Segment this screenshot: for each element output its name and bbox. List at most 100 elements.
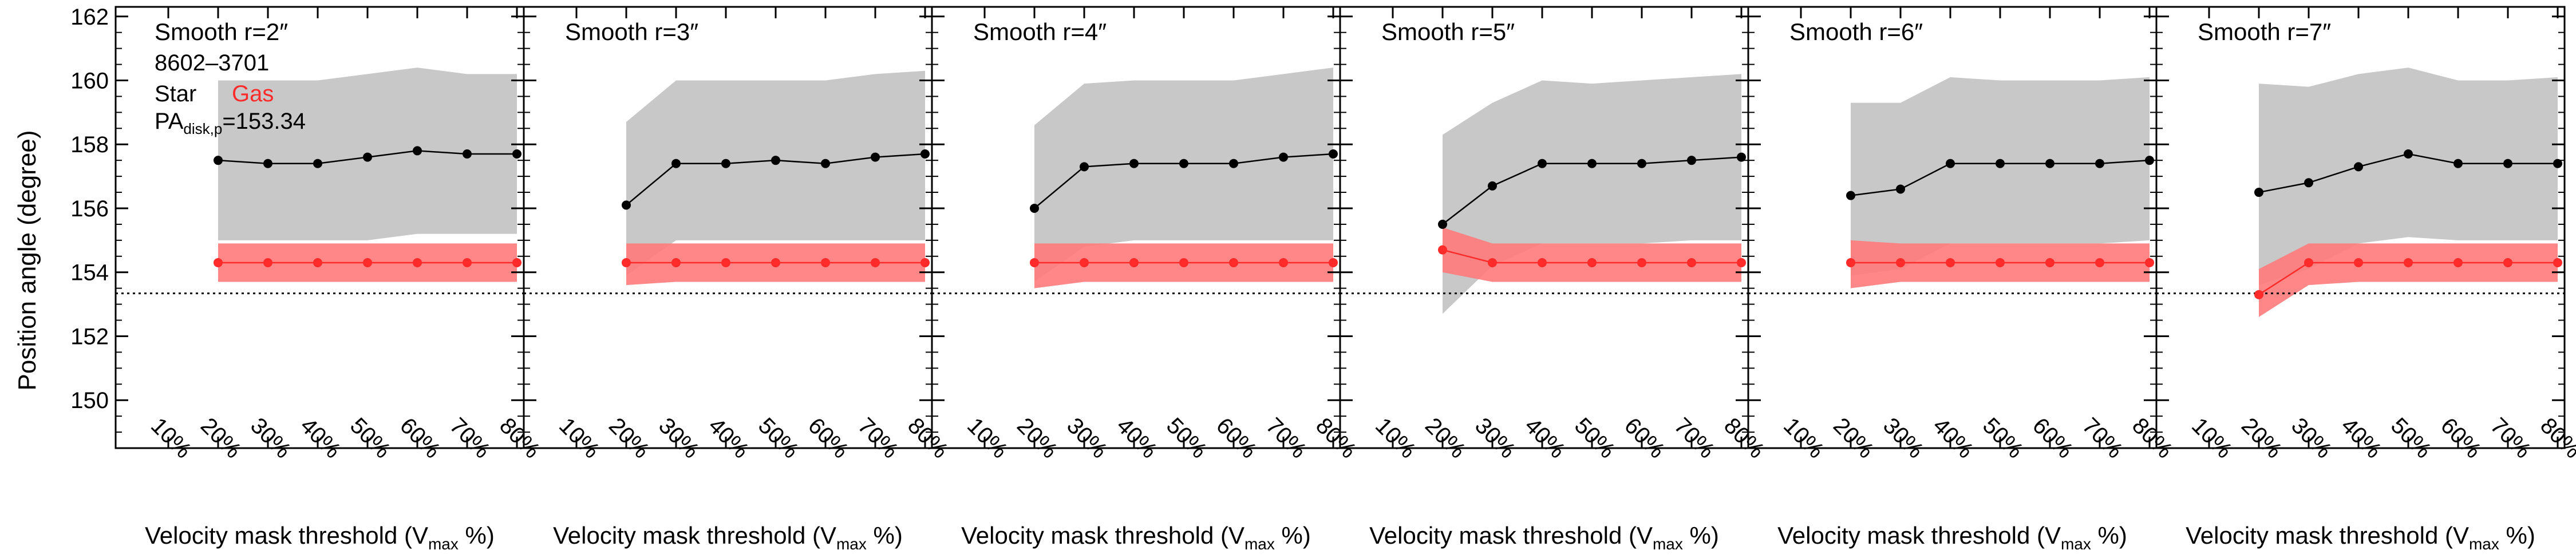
panel-2: 10% 20% 30% 40% 50% 60% 70% 80% Velocity mask th…: [523, 6, 953, 553]
x-tick-label: 20%: [1420, 413, 1471, 464]
point-gas: [1946, 258, 1955, 267]
point-gas: [214, 258, 223, 267]
band-star: [2259, 68, 2558, 286]
point-star: [512, 149, 521, 159]
panel-5: 10% 20% 30% 40% 50% 60% 70% 80% Velocity mask th…: [1747, 6, 2178, 553]
x-tick-label: 50%: [1161, 413, 1212, 464]
point-star: [2095, 159, 2104, 168]
x-tick-label: 80%: [903, 413, 953, 464]
x-axis-label: Velocity mask threshold (Vmax %): [145, 522, 495, 553]
y-tick-label: 162: [70, 5, 109, 30]
x-tick-label: 30%: [2286, 413, 2337, 464]
point-star: [2354, 162, 2363, 172]
point-gas: [1637, 258, 1646, 267]
x-tick-label: 50%: [753, 413, 804, 464]
x-tick-label: 50%: [345, 413, 396, 464]
point-gas: [1229, 258, 1238, 267]
x-tick-label: 60%: [2028, 413, 2078, 464]
x-tick-label: 50%: [1978, 413, 2028, 464]
band-star: [1034, 68, 1333, 282]
band-gas: [1443, 227, 1741, 282]
point-star: [2045, 159, 2055, 168]
point-gas: [1996, 258, 2005, 267]
point-star: [1737, 152, 1746, 162]
plot-frame: [2155, 6, 2566, 449]
x-tick-label: 30%: [654, 413, 704, 464]
point-gas: [771, 258, 780, 267]
legend-pa-prefix: PA: [155, 109, 184, 134]
point-star: [1687, 156, 1696, 165]
x-tick-label: 60%: [395, 413, 445, 464]
panel-title: Smooth r=3″: [565, 18, 698, 45]
point-gas: [1438, 245, 1447, 255]
x-tick-label: 70%: [2077, 413, 2128, 464]
x-tick-label: 80%: [2535, 413, 2576, 464]
x-tick-label: 40%: [1520, 413, 1570, 464]
point-gas: [671, 258, 681, 267]
x-tick-label: 20%: [2237, 413, 2287, 464]
panel-title: Smooth r=6″: [1789, 18, 1923, 45]
band-star: [626, 70, 925, 276]
x-tick-label: 40%: [704, 413, 754, 464]
point-star: [1329, 149, 1338, 159]
y-tick-label: 150: [70, 388, 109, 413]
point-star: [1488, 181, 1497, 191]
point-gas: [2503, 258, 2512, 267]
point-gas: [2254, 290, 2263, 299]
x-tick-label: 10%: [2187, 413, 2237, 464]
x-tick-label: 40%: [1112, 413, 1162, 464]
point-star: [1129, 159, 1139, 168]
point-gas: [920, 258, 930, 267]
point-star: [413, 146, 422, 156]
x-tick-label: 70%: [1261, 413, 1311, 464]
point-gas: [1329, 258, 1338, 267]
point-star: [821, 159, 830, 168]
point-gas: [2553, 258, 2562, 267]
point-star: [214, 156, 223, 165]
point-gas: [1030, 258, 1039, 267]
x-tick-label: 30%: [1062, 413, 1112, 464]
point-gas: [263, 258, 272, 267]
panel-title: Smooth r=4″: [973, 18, 1107, 45]
point-star: [2453, 159, 2463, 168]
x-tick-label: 70%: [2486, 413, 2536, 464]
point-star: [1179, 159, 1188, 168]
x-tick-label: 20%: [1012, 413, 1062, 464]
point-gas: [2145, 258, 2154, 267]
panel-title: Smooth r=2″: [155, 18, 288, 45]
x-tick-label: 40%: [1928, 413, 1978, 464]
x-tick-label: 10%: [146, 413, 196, 464]
point-star: [1279, 152, 1288, 162]
point-star: [721, 159, 730, 168]
legend-pa-value: =153.34: [222, 109, 306, 134]
x-tick-label: 60%: [2436, 413, 2486, 464]
point-gas: [2095, 258, 2104, 267]
point-star: [1080, 162, 1089, 172]
x-tick-label: 80%: [1311, 413, 1361, 464]
panel-1: 150 152 154 156 158 160 162 10% 20% 30% 40% 50% 60% 7…: [70, 5, 544, 553]
x-axis-label: Velocity mask threshold (Vmax %): [961, 522, 1311, 553]
point-gas: [2453, 258, 2463, 267]
x-tick-label: 10%: [1779, 413, 1829, 464]
point-star: [2254, 188, 2263, 197]
point-star: [2503, 159, 2512, 168]
y-tick-label: 154: [70, 260, 109, 286]
y-axis-label: Position angle (degree): [13, 130, 41, 391]
y-tick-label: 160: [70, 69, 109, 94]
x-tick-label: 70%: [445, 413, 495, 464]
point-gas: [512, 258, 521, 267]
point-star: [1846, 191, 1855, 200]
y-tick-label: 158: [70, 132, 109, 157]
x-tick-label: 20%: [604, 413, 654, 464]
x-tick-label: 30%: [246, 413, 296, 464]
point-star: [2553, 159, 2562, 168]
point-gas: [363, 258, 372, 267]
point-star: [1946, 159, 1955, 168]
legend: 8602–3701 Star Gas PAdisk,p=153.34: [155, 50, 306, 137]
point-star: [1229, 159, 1238, 168]
point-gas: [1846, 258, 1855, 267]
band-gas: [2259, 243, 2558, 317]
x-tick-label: 40%: [2336, 413, 2387, 464]
